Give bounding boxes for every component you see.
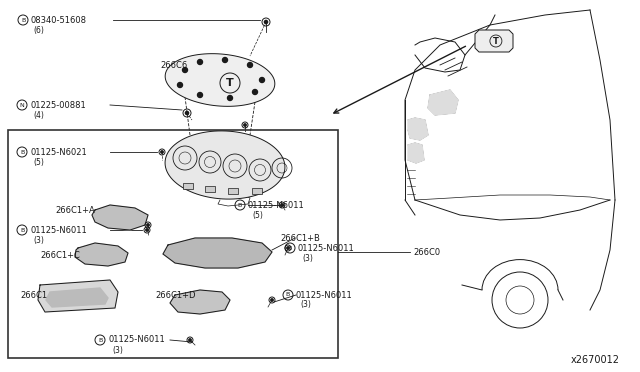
Polygon shape xyxy=(408,118,428,140)
Text: B: B xyxy=(288,246,292,250)
Bar xyxy=(252,188,262,194)
Text: 01125-N6011: 01125-N6011 xyxy=(248,201,305,209)
Text: B: B xyxy=(20,228,24,232)
Polygon shape xyxy=(428,90,458,115)
Text: (6): (6) xyxy=(33,26,44,35)
Text: 01125-N6011: 01125-N6011 xyxy=(30,225,87,234)
Polygon shape xyxy=(165,54,275,106)
Text: B: B xyxy=(21,17,25,22)
Text: (3): (3) xyxy=(302,253,313,263)
Polygon shape xyxy=(46,288,108,307)
Text: T: T xyxy=(226,78,234,88)
Circle shape xyxy=(271,299,273,301)
Circle shape xyxy=(177,83,182,87)
Polygon shape xyxy=(163,238,272,268)
Text: B: B xyxy=(238,202,242,208)
Text: 08340-51608: 08340-51608 xyxy=(30,16,86,25)
Bar xyxy=(205,186,215,192)
Circle shape xyxy=(182,67,188,73)
Text: T: T xyxy=(493,36,499,45)
Text: 01225-00881: 01225-00881 xyxy=(30,100,86,109)
Text: (3): (3) xyxy=(112,346,123,355)
Circle shape xyxy=(223,58,227,62)
Text: B: B xyxy=(286,292,290,298)
Circle shape xyxy=(264,20,268,23)
Bar xyxy=(183,183,193,189)
Text: B: B xyxy=(98,337,102,343)
Circle shape xyxy=(281,204,283,206)
Polygon shape xyxy=(170,290,230,314)
Text: 266C6: 266C6 xyxy=(160,61,188,70)
Polygon shape xyxy=(38,280,118,312)
Bar xyxy=(228,188,238,194)
Circle shape xyxy=(253,90,257,94)
Polygon shape xyxy=(75,243,128,266)
Text: B: B xyxy=(20,150,24,154)
Bar xyxy=(8,130,338,358)
Polygon shape xyxy=(408,143,424,163)
Circle shape xyxy=(227,96,232,100)
Text: 266C1+B: 266C1+B xyxy=(280,234,320,243)
Circle shape xyxy=(287,247,289,249)
Circle shape xyxy=(244,124,246,126)
Circle shape xyxy=(259,77,264,83)
Text: 01125-N6011: 01125-N6011 xyxy=(298,244,355,253)
Circle shape xyxy=(146,229,148,231)
Text: (5): (5) xyxy=(33,157,44,167)
Text: 01125-N6011: 01125-N6011 xyxy=(296,291,353,299)
Text: 01125-N6021: 01125-N6021 xyxy=(30,148,87,157)
Text: 01125-N6011: 01125-N6011 xyxy=(108,336,164,344)
Circle shape xyxy=(189,339,191,341)
Text: 266C1+A: 266C1+A xyxy=(55,205,95,215)
Text: 266C1+C: 266C1+C xyxy=(40,250,80,260)
Circle shape xyxy=(198,60,202,64)
Polygon shape xyxy=(475,30,513,52)
Circle shape xyxy=(147,224,149,226)
Circle shape xyxy=(198,93,202,97)
Text: (4): (4) xyxy=(33,110,44,119)
Text: 266C1+D: 266C1+D xyxy=(155,291,195,299)
Circle shape xyxy=(186,111,189,115)
Text: N: N xyxy=(20,103,24,108)
Text: x2670012: x2670012 xyxy=(571,355,620,365)
Text: 266C1: 266C1 xyxy=(20,291,47,299)
Text: (3): (3) xyxy=(300,301,311,310)
Text: (5): (5) xyxy=(252,211,263,219)
Circle shape xyxy=(161,151,163,153)
Text: 266C0: 266C0 xyxy=(413,247,440,257)
Text: (3): (3) xyxy=(33,235,44,244)
Polygon shape xyxy=(92,205,148,230)
Circle shape xyxy=(248,62,253,67)
Polygon shape xyxy=(165,131,285,199)
